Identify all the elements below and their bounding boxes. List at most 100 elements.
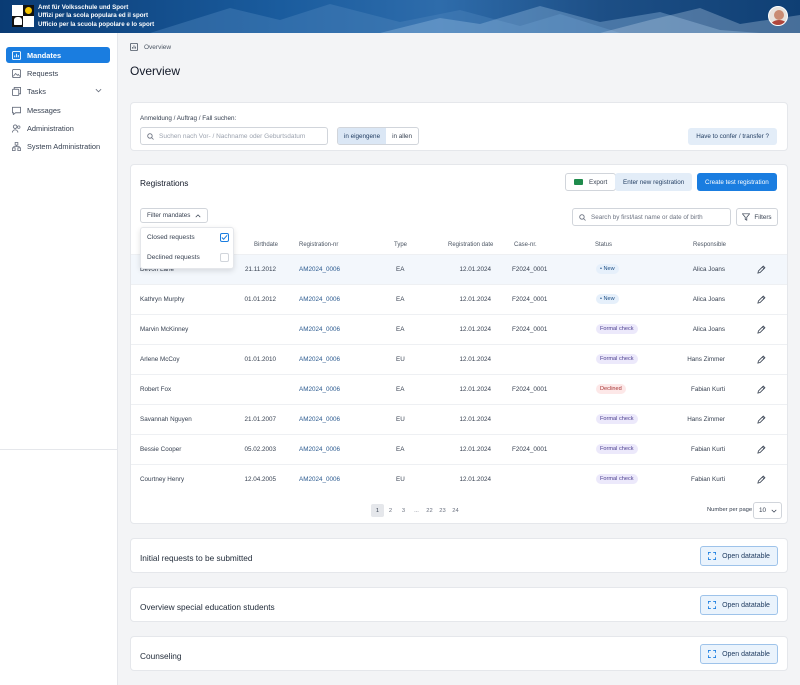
filters-button[interactable]: Filters <box>736 208 778 226</box>
closed-requests-checkbox[interactable] <box>220 233 229 242</box>
table-row[interactable]: Devon Lane 21.11.2012 AM2024_0006 EA 12.01.2… <box>131 254 787 284</box>
breadcrumb-overview[interactable]: Overview <box>144 43 172 51</box>
edit-pencil-icon[interactable] <box>757 295 766 304</box>
edit-pencil-icon[interactable] <box>757 325 766 334</box>
cell-type: EU <box>396 476 405 483</box>
column-header-responsible[interactable]: Responsible <box>693 242 727 248</box>
chevron-down-icon[interactable] <box>95 87 102 94</box>
status-badge-label: Formal check <box>600 446 634 452</box>
table-row[interactable]: Arlene McCoy 01.01.2010 AM2024_0006 EU 12.01… <box>131 344 787 374</box>
org-line-it: Ufficio per la scuola popolare e lo spor… <box>38 20 155 28</box>
status-badge: Formal check <box>596 414 638 424</box>
declined-requests-checkbox[interactable] <box>220 253 229 262</box>
column-header-registration-date[interactable]: Registration date <box>448 242 494 248</box>
table-row[interactable]: Kathryn Murphy 01.01.2012 AM2024_0006 EA 12.… <box>131 284 787 314</box>
page-button[interactable]: 3 <box>401 507 406 514</box>
confer-transfer-button[interactable]: Have to confer / transfer ? <box>688 128 777 145</box>
sidebar-item-tasks[interactable]: Tasks <box>6 83 110 99</box>
user-avatar[interactable] <box>768 6 788 26</box>
page-button[interactable]: 23 <box>439 507 446 514</box>
sidebar-item-system-administration[interactable]: System Administration <box>6 138 110 154</box>
toggle-own[interactable]: in eigengene <box>338 128 387 144</box>
sidebar-item-label: Mandates <box>27 50 62 60</box>
column-header-type[interactable]: Type <box>394 242 408 248</box>
page-button[interactable]: 1 <box>371 504 384 517</box>
page-button[interactable]: 24 <box>452 507 459 514</box>
sidebar-item-mandates[interactable]: Mandates <box>6 47 110 63</box>
table-row[interactable]: Bessie Cooper 05.02.2003 AM2024_0006 EA 12.0… <box>131 434 787 464</box>
chart-icon <box>130 43 138 51</box>
sidebar-item-messages[interactable]: Messages <box>6 102 110 118</box>
column-header-case-nr[interactable]: Case-nr. <box>514 242 537 248</box>
table-row[interactable]: Robert Fox AM2024_0006 EA 12.01.2024 F2024_0… <box>131 374 787 404</box>
sidebar-item-administration[interactable]: Administration <box>6 120 110 136</box>
toggle-all[interactable]: in allen <box>392 132 413 140</box>
sidebar-item-label: Administration <box>27 123 74 133</box>
sidebar-item-label: Tasks <box>27 86 46 96</box>
cell-registration-nr[interactable]: AM2024_0006 <box>299 326 340 333</box>
cell-responsible: Hans Zimmer <box>687 356 725 363</box>
closed-requests-option[interactable]: Closed requests <box>147 234 195 241</box>
search-label: Anmeldung / Auftrag / Fall suchen: <box>140 115 237 122</box>
cell-registration-nr[interactable]: AM2024_0006 <box>299 266 340 273</box>
table-row[interactable]: Savannah Nguyen 21.01.2007 AM2024_0006 EU 12… <box>131 404 787 434</box>
cell-name: Bessie Cooper <box>140 446 182 453</box>
create-test-registration-button[interactable]: Create test registration <box>697 173 777 191</box>
expand-icon <box>708 650 717 658</box>
column-header-registration-nr[interactable]: Registration-nr <box>299 242 339 248</box>
cell-case-nr: F2024_0001 <box>512 266 548 273</box>
search-input[interactable]: Suchen nach Vor- / Nachname oder Geburts… <box>140 127 328 145</box>
cell-responsible: Fabian Kurti <box>691 446 725 453</box>
cell-case-nr: F2024_0001 <box>512 296 548 303</box>
sidebar-item-label: Requests <box>27 68 59 78</box>
registration-search-input[interactable]: Search by first/last name or date of bir… <box>572 208 731 226</box>
column-header-status[interactable]: Status <box>595 242 613 248</box>
cell-registration-nr[interactable]: AM2024_0006 <box>299 386 340 393</box>
cell-type: EA <box>396 266 405 273</box>
declined-requests-option[interactable]: Declined requests <box>147 254 200 261</box>
open-datatable-button[interactable]: Open datatable <box>700 644 778 664</box>
column-header-birthdate[interactable]: Birthdate <box>254 242 279 248</box>
status-badge: • New <box>596 264 619 274</box>
cell-type: EU <box>396 356 405 363</box>
status-dot: • <box>600 266 604 272</box>
page-button[interactable]: 2 <box>388 507 393 514</box>
cell-birthdate: 21.01.2007 <box>244 416 276 423</box>
sidebar-item-label: Messages <box>27 105 61 115</box>
edit-pencil-icon[interactable] <box>757 445 766 454</box>
chart-icon <box>12 50 21 60</box>
filter-mandates-button[interactable]: Filter mandates <box>140 208 209 223</box>
sidebar-item-requests[interactable]: Requests <box>6 65 110 81</box>
export-button[interactable]: Export <box>565 173 617 191</box>
registrations-title: Registrations <box>140 178 189 188</box>
cell-registration-date: 12.01.2024 <box>459 446 491 453</box>
registrations-card: Registrations Export Enter new registrat… <box>130 164 788 524</box>
cell-registration-nr[interactable]: AM2024_0006 <box>299 416 340 423</box>
status-badge: Declined <box>596 384 626 394</box>
cell-registration-nr[interactable]: AM2024_0006 <box>299 476 340 483</box>
cell-name: Kathryn Murphy <box>140 296 185 303</box>
section-special-education: Overview special education students Open… <box>130 587 788 622</box>
table-row[interactable]: Courtney Henry 12.04.2005 AM2024_0006 EU 12.… <box>131 464 787 494</box>
open-datatable-button[interactable]: Open datatable <box>700 595 778 615</box>
page-button[interactable]: 22 <box>426 507 433 514</box>
cell-registration-date: 12.01.2024 <box>459 266 491 273</box>
edit-pencil-icon[interactable] <box>757 475 766 484</box>
section-title: Overview special education students <box>140 602 275 612</box>
per-page-select[interactable]: 10 <box>753 502 782 519</box>
table-row[interactable]: Marvin McKinney AM2024_0006 EA 12.01.2024 F2… <box>131 314 787 344</box>
section-title: Initial requests to be submitted <box>140 553 253 563</box>
edit-pencil-icon[interactable] <box>757 265 766 274</box>
edit-pencil-icon[interactable] <box>757 415 766 424</box>
edit-pencil-icon[interactable] <box>757 385 766 394</box>
open-datatable-button[interactable]: Open datatable <box>700 546 778 566</box>
export-label: Export <box>589 178 608 186</box>
cell-registration-nr[interactable]: AM2024_0006 <box>299 356 340 363</box>
excel-icon <box>574 179 583 185</box>
cell-registration-date: 12.01.2024 <box>459 326 491 333</box>
edit-pencil-icon[interactable] <box>757 355 766 364</box>
cell-registration-nr[interactable]: AM2024_0006 <box>299 296 340 303</box>
cell-birthdate: 05.02.2003 <box>244 446 276 453</box>
cell-registration-nr[interactable]: AM2024_0006 <box>299 446 340 453</box>
enter-registration-button[interactable]: Enter new registration <box>615 173 693 191</box>
